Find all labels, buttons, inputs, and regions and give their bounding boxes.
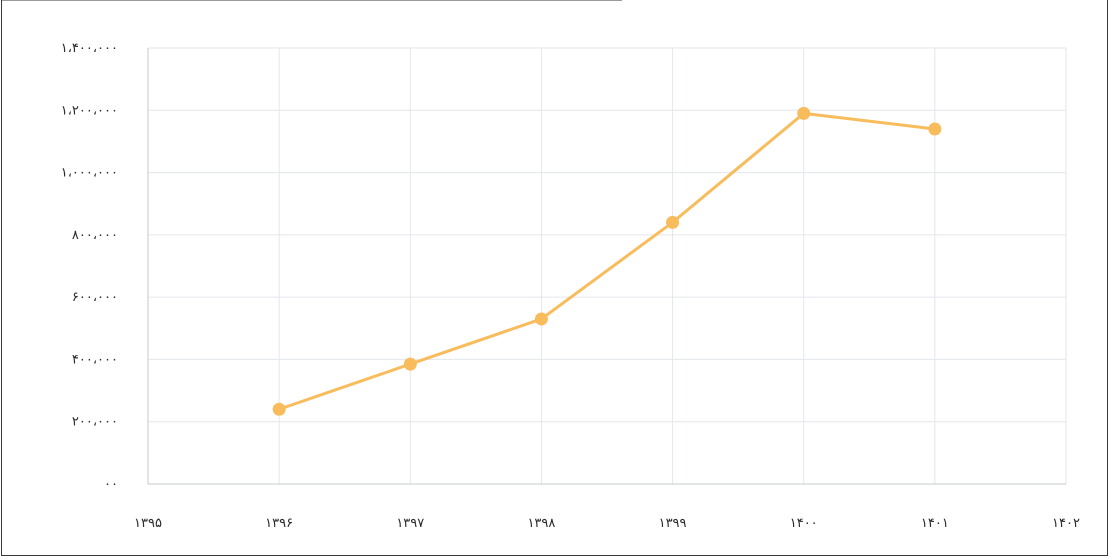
data-point [666, 215, 680, 229]
y-tick-label: ۴۰۰،۰۰۰ [72, 352, 118, 367]
y-axis-ticks: ۰۰ ۲۰۰،۰۰۰ ۴۰۰،۰۰۰ ۶۰۰،۰۰۰ ۸۰۰،۰۰۰ ۱،۰۰۰،۰۰۰ ۱… [61, 41, 118, 492]
y-tick-label: ۱،۰۰۰،۰۰۰ [61, 166, 118, 181]
axes [147, 48, 1066, 485]
y-tick-label: ۱،۲۰۰،۰۰۰ [61, 103, 118, 118]
x-axis-ticks: ۱۳۹۵ ۱۳۹۶ ۱۳۹۷ ۱۳۹۸ ۱۳۹۹ ۱۴۰۰ ۱۴۰۱ ۱۴۰۲ [134, 516, 1080, 531]
data-point [272, 402, 286, 416]
y-tick-label: ۲۰۰،۰۰۰ [72, 415, 118, 430]
x-tick-label: ۱۳۹۹ [659, 516, 687, 531]
y-tick-label: ۱،۴۰۰،۰۰۰ [61, 41, 118, 56]
data-point [797, 106, 811, 120]
x-tick-label: ۱۳۹۷ [396, 516, 424, 531]
y-tick-label: ۶۰۰،۰۰۰ [72, 290, 118, 305]
gridlines [148, 47, 1067, 484]
series-layer [272, 106, 942, 416]
top-border-rule [2, 0, 622, 1]
series-line [277, 111, 937, 411]
data-point [928, 122, 942, 136]
data-point [534, 312, 548, 326]
data-point [403, 357, 417, 371]
y-tick-label: ۰۰ [104, 477, 118, 492]
y-tick-label: ۸۰۰،۰۰۰ [72, 228, 118, 243]
x-tick-label: ۱۴۰۱ [921, 516, 949, 531]
x-tick-label: ۱۴۰۰ [790, 516, 818, 531]
x-tick-label: ۱۳۹۵ [134, 516, 162, 531]
x-tick-label: ۱۴۰۲ [1052, 516, 1080, 531]
x-tick-label: ۱۳۹۸ [527, 516, 555, 531]
x-tick-label: ۱۳۹۶ [265, 516, 293, 531]
